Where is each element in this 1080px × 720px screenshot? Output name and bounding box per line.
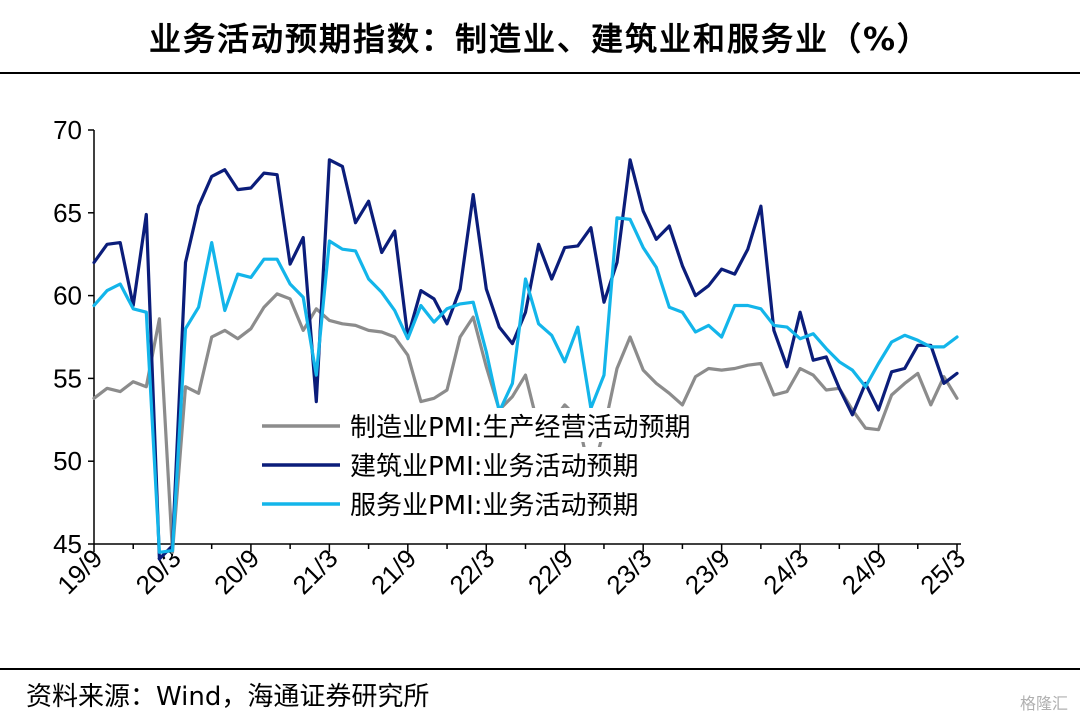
y-tick-label: 65 <box>53 198 82 228</box>
series-line-3 <box>92 216 959 554</box>
y-tick-label: 45 <box>53 529 82 559</box>
x-tick-label: 21/3 <box>287 543 344 600</box>
legend-bg <box>254 447 794 481</box>
y-tick-label: 55 <box>53 363 82 393</box>
series-line-1 <box>92 292 959 554</box>
x-tick-label: 21/9 <box>365 543 422 600</box>
legend-bg <box>254 408 794 442</box>
legend-label: 制造业PMI:生产经营活动预期 <box>350 413 691 443</box>
x-tick-label: 20/9 <box>208 543 265 600</box>
x-tick-label: 22/3 <box>444 543 501 600</box>
legend-label: 建筑业PMI:业务活动预期 <box>350 452 639 482</box>
legend: 制造业PMI:生产经营活动预期建筑业PMI:业务活动预期服务业PMI:业务活动预… <box>254 408 794 521</box>
source-rule <box>0 668 1080 670</box>
chart-title: 业务活动预期指数：制造业、建筑业和服务业（%） <box>148 20 932 58</box>
y-tick-label: 50 <box>53 446 82 476</box>
x-tick-label: 25/3 <box>914 543 971 600</box>
title-rule <box>0 72 1080 74</box>
series-layer <box>92 158 959 561</box>
legend-label: 服务业PMI:业务活动预期 <box>350 491 639 521</box>
series-line-2 <box>92 158 959 561</box>
x-tick-label: 23/3 <box>600 543 657 600</box>
y-tick-label: 60 <box>53 281 82 311</box>
x-tick-label: 24/3 <box>757 543 814 600</box>
x-tick-label: 22/9 <box>522 543 579 600</box>
x-tick-label: 23/9 <box>679 543 736 600</box>
y-tick-label: 70 <box>53 115 82 145</box>
legend-bg <box>254 486 794 520</box>
source-note: 资料来源：Wind，海通证券研究所 <box>26 682 430 712</box>
watermark: 格隆汇 <box>1019 694 1068 713</box>
x-tick-label: 24/9 <box>836 543 893 600</box>
